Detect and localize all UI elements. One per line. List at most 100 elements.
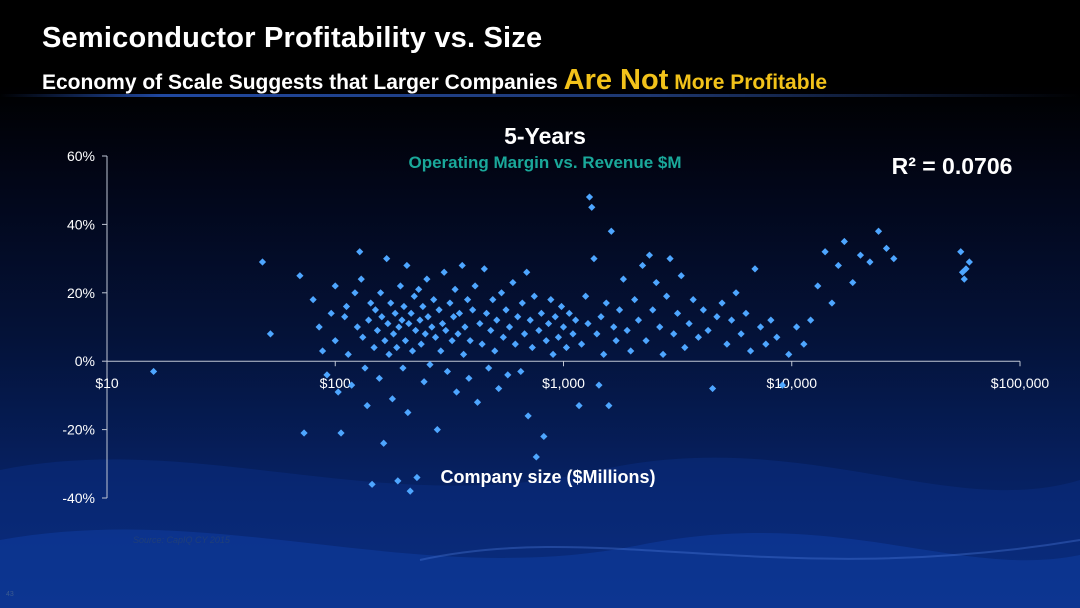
- data-point: [523, 268, 531, 276]
- data-point: [557, 302, 566, 311]
- data-point: [323, 371, 331, 379]
- data-point: [575, 402, 583, 410]
- data-point: [597, 313, 605, 321]
- source-note: Source: CapIQ CY 2015: [133, 535, 230, 545]
- data-point: [526, 316, 534, 324]
- data-point: [694, 333, 703, 341]
- data-point: [638, 261, 647, 270]
- data-point: [623, 326, 631, 335]
- x-tick-label: $10,000: [766, 375, 817, 391]
- x-tick-label: $10: [95, 375, 119, 391]
- data-point: [405, 319, 413, 328]
- data-point: [642, 337, 650, 345]
- data-point: [502, 306, 510, 314]
- data-point: [882, 244, 891, 252]
- data-point: [443, 367, 452, 376]
- data-point: [337, 429, 345, 437]
- data-point: [442, 326, 450, 335]
- data-point: [659, 350, 667, 358]
- data-point: [465, 374, 473, 382]
- data-point: [821, 248, 829, 256]
- data-point: [517, 367, 525, 376]
- data-point: [395, 323, 403, 331]
- data-point: [428, 323, 436, 331]
- data-point: [351, 289, 359, 297]
- data-point: [582, 292, 590, 300]
- data-point: [417, 340, 425, 348]
- data-point: [532, 453, 540, 461]
- data-point: [387, 299, 395, 307]
- data-point: [663, 292, 671, 300]
- data-point: [518, 299, 526, 307]
- data-point: [412, 326, 420, 335]
- data-point: [424, 313, 432, 321]
- data-point: [965, 258, 973, 266]
- data-point: [549, 350, 557, 358]
- data-point: [466, 337, 474, 345]
- data-point: [746, 347, 755, 355]
- data-point: [423, 275, 431, 283]
- data-point: [309, 296, 317, 304]
- data-point: [535, 326, 543, 335]
- data-point: [778, 381, 787, 389]
- data-point: [612, 337, 620, 345]
- data-point: [834, 261, 842, 270]
- data-point: [471, 282, 479, 290]
- data-point: [451, 285, 459, 293]
- data-point: [334, 388, 342, 396]
- data-point: [713, 313, 721, 321]
- data-point: [433, 426, 441, 434]
- data-point: [588, 203, 596, 211]
- subtitle-suffix: More Profitable: [668, 71, 828, 94]
- page-number: 43: [6, 591, 14, 598]
- data-point: [455, 309, 464, 317]
- data-point: [413, 473, 421, 482]
- data-point: [400, 302, 408, 311]
- data-point: [389, 330, 398, 338]
- x-tick-label: $100: [320, 375, 351, 391]
- data-point: [485, 364, 493, 372]
- data-point: [649, 306, 657, 314]
- data-point: [732, 289, 740, 297]
- chart-axes: -40% -20% 0% 20% 40% 60% $10 $100 $1,000 $10,000 $…: [62, 148, 1049, 506]
- data-point: [348, 381, 356, 389]
- data-point: [785, 350, 793, 358]
- y-tick-label: -40%: [62, 490, 95, 506]
- data-point: [459, 350, 468, 358]
- data-point: [497, 289, 506, 297]
- data-point: [723, 340, 731, 348]
- data-point: [380, 439, 388, 447]
- data-point: [708, 384, 717, 393]
- data-point: [370, 343, 378, 352]
- data-point: [461, 323, 469, 331]
- data-point: [489, 296, 497, 304]
- data-point: [631, 296, 639, 304]
- data-point: [593, 330, 601, 338]
- data-point: [505, 323, 514, 331]
- subtitle-prefix: Economy of Scale Suggests that Larger Co…: [42, 71, 564, 94]
- data-point: [391, 309, 399, 317]
- data-point: [551, 313, 559, 321]
- data-point: [849, 278, 857, 287]
- data-point: [756, 323, 765, 331]
- data-point: [828, 299, 836, 307]
- data-point: [544, 319, 553, 328]
- data-point: [762, 340, 770, 348]
- data-point: [645, 251, 654, 259]
- data-point: [406, 487, 414, 495]
- data-point: [437, 347, 445, 355]
- data-point: [767, 316, 775, 324]
- data-point: [394, 477, 402, 485]
- title-divider: [0, 94, 1080, 97]
- data-point: [363, 402, 371, 410]
- x-tick-label: $1,000: [542, 375, 585, 391]
- data-point: [458, 261, 466, 270]
- data-point: [448, 337, 456, 345]
- data-point: [742, 309, 750, 317]
- data-point: [840, 237, 848, 246]
- data-point: [602, 299, 610, 307]
- data-point: [359, 333, 367, 341]
- chart-title: 5-Years: [504, 123, 586, 149]
- data-point: [149, 367, 158, 376]
- data-point: [398, 316, 406, 324]
